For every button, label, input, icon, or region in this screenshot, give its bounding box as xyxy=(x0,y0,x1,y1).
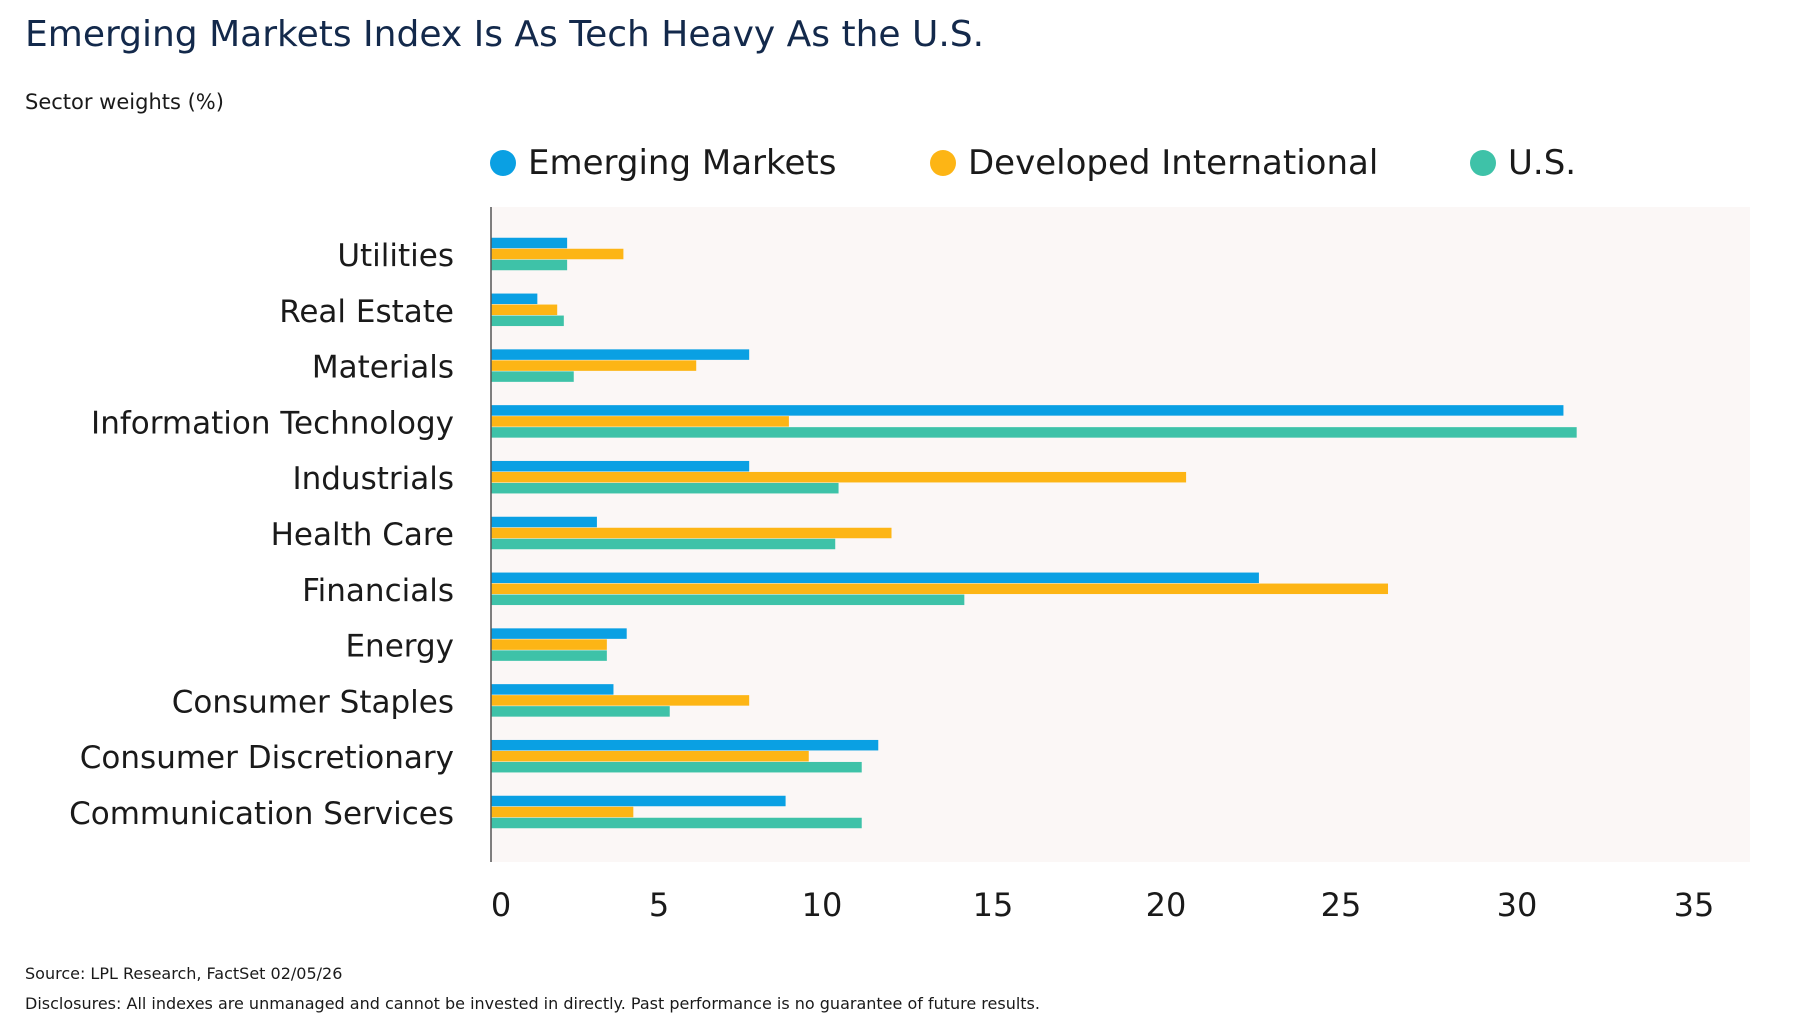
bar-industrials-emerging-markets xyxy=(491,460,750,472)
bar-real-estate-emerging-markets xyxy=(491,293,538,305)
bar-financials-u-s xyxy=(491,594,965,606)
x-tick-label-15: 15 xyxy=(973,886,1014,924)
x-tick-label-10: 10 xyxy=(802,886,843,924)
x-tick-label-30: 30 xyxy=(1497,886,1538,924)
category-label-communication-services: Communication Services xyxy=(69,796,454,832)
category-label-consumer-discretionary: Consumer Discretionary xyxy=(80,740,454,776)
legend-label-us: U.S. xyxy=(1508,143,1577,183)
bar-health-care-developed-international xyxy=(491,527,892,539)
x-tick-label-20: 20 xyxy=(1146,886,1187,924)
x-tick-label-25: 25 xyxy=(1321,886,1362,924)
legend-swatch-us xyxy=(1470,150,1496,176)
bar-information-technology-emerging-markets xyxy=(491,405,1564,416)
legend-item-us: U.S. xyxy=(1470,143,1576,183)
category-label-financials: Financials xyxy=(302,573,454,609)
category-label-health-care: Health Care xyxy=(271,517,454,553)
bar-health-care-emerging-markets xyxy=(491,516,597,528)
bar-materials-u-s xyxy=(491,371,574,382)
bar-energy-developed-international xyxy=(491,639,607,650)
bar-financials-emerging-markets xyxy=(491,572,1259,584)
bar-utilities-developed-international xyxy=(491,248,624,260)
x-tick-label-35: 35 xyxy=(1674,886,1715,924)
category-label-information-technology: Information Technology xyxy=(91,405,454,441)
bar-consumer-discretionary-emerging-markets xyxy=(491,739,879,751)
legend-swatch-emerging-markets xyxy=(490,150,516,176)
bar-materials-developed-international xyxy=(491,360,697,371)
bar-consumer-discretionary-u-s xyxy=(491,761,862,773)
bar-information-technology-developed-international xyxy=(491,416,789,427)
bar-energy-emerging-markets xyxy=(491,628,627,639)
legend-label-emerging-markets: Emerging Markets xyxy=(528,143,837,183)
x-tick-label-0: 0 xyxy=(491,886,511,924)
page-subtitle: Sector weights (%) xyxy=(25,90,224,114)
bar-utilities-emerging-markets xyxy=(491,237,568,249)
bar-information-technology-u-s xyxy=(491,427,1577,438)
x-tick-label-5: 5 xyxy=(649,886,669,924)
bar-health-care-u-s xyxy=(491,538,836,550)
bar-materials-emerging-markets xyxy=(491,349,750,360)
sector-weights-chart: Utilities Real Estate Materials Information… xyxy=(69,207,1715,924)
legend-label-developed-international: Developed International xyxy=(968,143,1379,183)
category-label-utilities: Utilities xyxy=(337,238,454,274)
bar-utilities-u-s xyxy=(491,259,568,271)
category-label-materials: Materials xyxy=(312,350,454,386)
bar-consumer-discretionary-developed-international xyxy=(491,750,809,762)
bar-consumer-staples-emerging-markets xyxy=(491,684,614,695)
legend-item-developed-international: Developed International xyxy=(930,143,1378,183)
bar-industrials-developed-international xyxy=(491,471,1187,483)
category-label-industrials: Industrials xyxy=(292,461,454,497)
bar-industrials-u-s xyxy=(491,482,839,494)
bar-real-estate-developed-international xyxy=(491,304,558,316)
footer-disclosure: Disclosures: All indexes are unmanaged a… xyxy=(25,994,1040,1013)
bar-real-estate-u-s xyxy=(491,315,564,327)
legend-item-emerging-markets: Emerging Markets xyxy=(490,143,836,183)
legend-swatch-developed-international xyxy=(930,150,956,176)
bar-communication-services-developed-international xyxy=(491,806,634,818)
category-label-energy: Energy xyxy=(345,629,454,665)
bar-financials-developed-international xyxy=(491,583,1389,595)
page-title: Emerging Markets Index Is As Tech Heavy … xyxy=(25,14,985,55)
bar-communication-services-u-s xyxy=(491,817,862,829)
bar-consumer-staples-u-s xyxy=(491,706,670,717)
bar-energy-u-s xyxy=(491,650,607,661)
category-label-real-estate: Real Estate xyxy=(279,294,454,330)
bar-consumer-staples-developed-international xyxy=(491,695,750,706)
category-label-consumer-staples: Consumer Staples xyxy=(172,684,454,720)
bar-communication-services-emerging-markets xyxy=(491,795,786,807)
footer-source: Source: LPL Research, FactSet 02/05/26 xyxy=(25,964,343,983)
